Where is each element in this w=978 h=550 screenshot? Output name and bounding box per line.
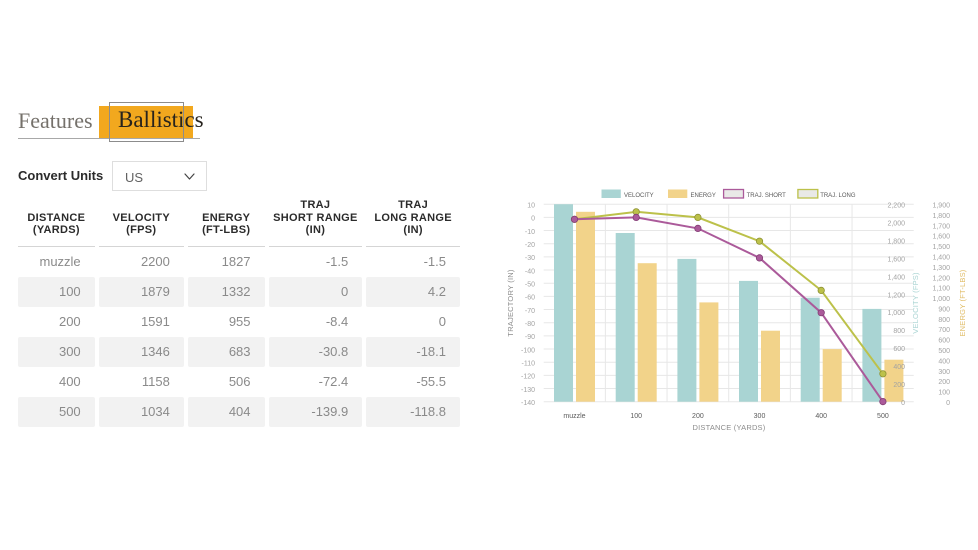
svg-text:1,000: 1,000 xyxy=(932,296,950,303)
svg-text:-40: -40 xyxy=(525,268,535,275)
svg-text:900: 900 xyxy=(938,306,950,313)
svg-text:100: 100 xyxy=(938,390,950,397)
svg-text:300: 300 xyxy=(938,369,950,376)
svg-text:1,800: 1,800 xyxy=(887,238,905,245)
svg-text:1,300: 1,300 xyxy=(932,265,950,272)
svg-text:-90: -90 xyxy=(525,334,535,341)
svg-text:-10: -10 xyxy=(525,229,535,236)
svg-text:1,100: 1,100 xyxy=(932,286,950,293)
svg-text:400: 400 xyxy=(815,413,827,420)
svg-text:800: 800 xyxy=(893,328,905,335)
svg-text:TRAJ. SHORT: TRAJ. SHORT xyxy=(747,193,787,199)
svg-text:muzzle: muzzle xyxy=(563,413,585,420)
svg-text:200: 200 xyxy=(692,413,704,420)
svg-text:-80: -80 xyxy=(525,321,535,328)
svg-text:300: 300 xyxy=(754,413,766,420)
svg-text:500: 500 xyxy=(938,348,950,355)
svg-text:400: 400 xyxy=(893,364,905,371)
svg-text:-70: -70 xyxy=(525,308,535,315)
svg-text:-110: -110 xyxy=(522,361,536,368)
svg-text:0: 0 xyxy=(901,400,905,407)
svg-text:1,900: 1,900 xyxy=(932,203,950,210)
svg-text:600: 600 xyxy=(893,346,905,353)
svg-text:2,000: 2,000 xyxy=(887,221,905,228)
svg-text:-20: -20 xyxy=(525,242,535,249)
svg-text:10: 10 xyxy=(527,203,535,210)
svg-text:ENERGY: ENERGY xyxy=(691,193,716,199)
svg-text:1,600: 1,600 xyxy=(932,234,950,241)
svg-text:700: 700 xyxy=(938,327,950,334)
svg-text:-100: -100 xyxy=(521,347,535,354)
svg-text:TRAJ. LONG: TRAJ. LONG xyxy=(820,193,856,199)
svg-text:-130: -130 xyxy=(521,387,535,394)
svg-text:DISTANCE (YARDS): DISTANCE (YARDS) xyxy=(693,423,766,432)
svg-text:ENERGY (FT-LBS): ENERGY (FT-LBS) xyxy=(958,269,967,336)
svg-text:0: 0 xyxy=(531,216,535,223)
svg-text:1,000: 1,000 xyxy=(887,310,905,317)
svg-text:2,200: 2,200 xyxy=(887,203,905,210)
svg-text:1,400: 1,400 xyxy=(887,274,905,281)
svg-text:1,200: 1,200 xyxy=(932,275,950,282)
svg-text:100: 100 xyxy=(630,413,642,420)
svg-text:1,600: 1,600 xyxy=(887,256,905,263)
svg-text:VELOCITY (FPS): VELOCITY (FPS) xyxy=(911,272,920,334)
svg-text:200: 200 xyxy=(893,382,905,389)
svg-text:0: 0 xyxy=(946,400,950,407)
svg-text:600: 600 xyxy=(938,338,950,345)
svg-text:200: 200 xyxy=(938,379,950,386)
svg-text:VELOCITY: VELOCITY xyxy=(624,193,654,199)
svg-text:TRAJECTORY (IN): TRAJECTORY (IN) xyxy=(506,269,515,336)
svg-text:-30: -30 xyxy=(525,255,535,262)
svg-text:1,200: 1,200 xyxy=(887,292,905,299)
svg-text:-140: -140 xyxy=(521,400,535,407)
svg-text:500: 500 xyxy=(877,413,889,420)
svg-text:1,400: 1,400 xyxy=(932,255,950,262)
svg-text:-60: -60 xyxy=(525,295,535,302)
svg-text:-50: -50 xyxy=(525,282,535,289)
svg-text:400: 400 xyxy=(938,358,950,365)
svg-text:1,700: 1,700 xyxy=(932,223,950,230)
svg-text:800: 800 xyxy=(938,317,950,324)
svg-text:1,500: 1,500 xyxy=(932,244,950,251)
svg-text:1,800: 1,800 xyxy=(932,213,950,220)
svg-text:-120: -120 xyxy=(521,374,535,381)
